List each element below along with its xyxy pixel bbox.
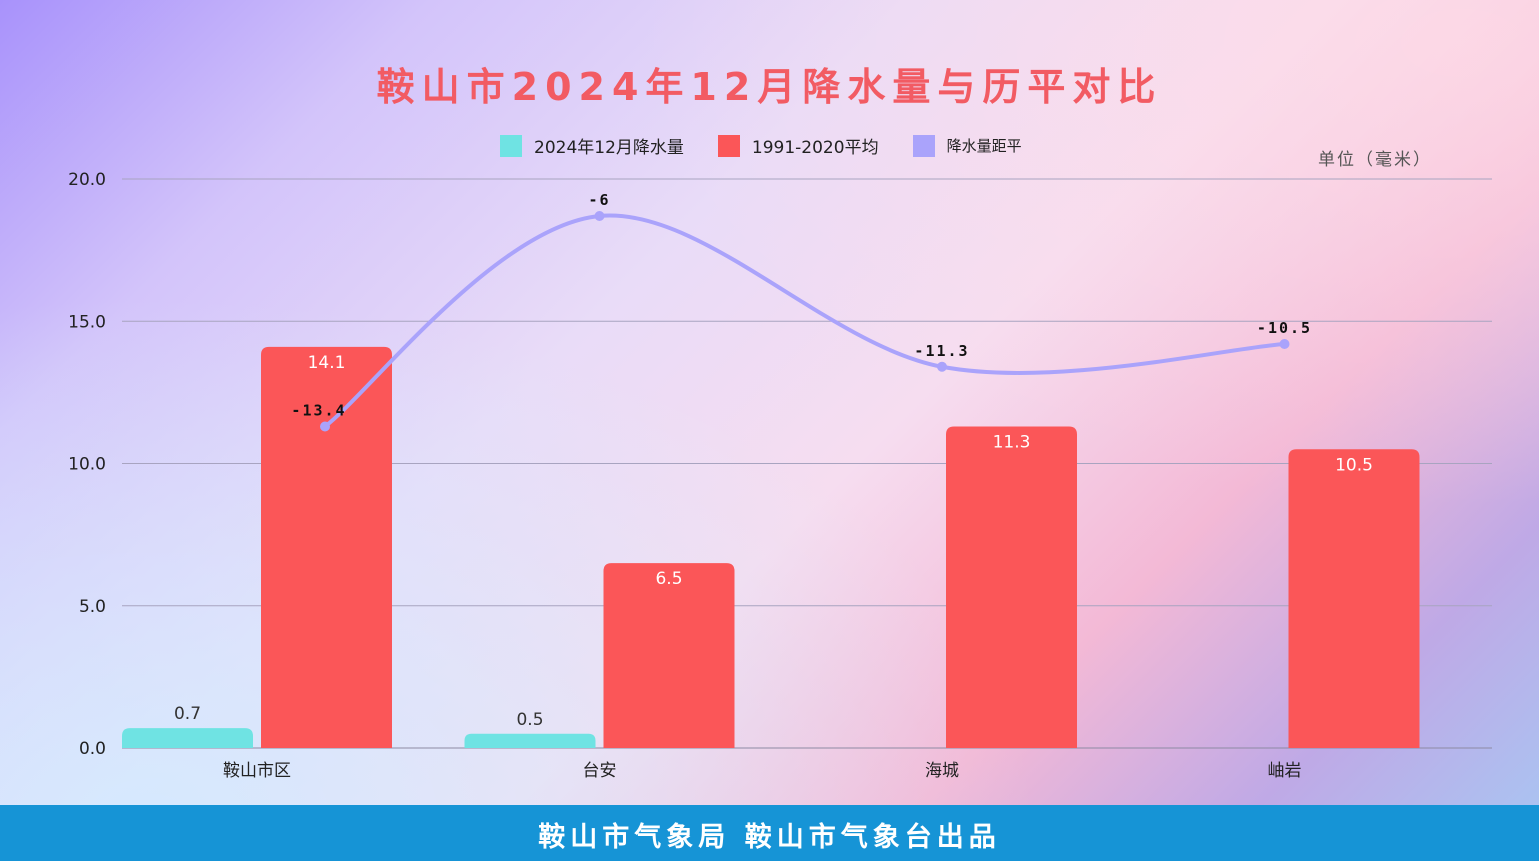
anomaly-line xyxy=(323,213,1287,429)
anomaly-point xyxy=(594,210,605,221)
y-tick-label: 20.0 xyxy=(68,170,106,190)
anomaly-point xyxy=(1279,339,1290,350)
anomaly-label: -13.4 xyxy=(291,402,346,420)
y-tick-label: 5.0 xyxy=(79,597,106,617)
legend-item-2024[interactable]: 2024年12月降水量 xyxy=(500,133,684,158)
precipitation-chart: 0.0 5.0 10.0 15.0 20.0 鞍山市区 0.7 14.1 台安 0.5 6.5 海城 1… xyxy=(68,170,1492,781)
y-tick-label: 15.0 xyxy=(68,312,106,332)
legend-item-average[interactable]: 1991-2020平均 xyxy=(717,133,879,158)
legend-swatch-2024 xyxy=(500,134,522,157)
x-tick-label: 海城 xyxy=(925,761,959,781)
data-label-average: 10.5 xyxy=(1335,455,1373,475)
data-label-average: 6.5 xyxy=(655,569,682,589)
footer-bar xyxy=(0,805,1539,861)
legend-label-anomaly: 降水量距平 xyxy=(946,137,1022,155)
anomaly-label: -6 xyxy=(588,191,610,209)
legend-swatch-average xyxy=(717,134,740,157)
legend-swatch-anomaly xyxy=(912,134,935,157)
anomaly-label: -11.3 xyxy=(914,342,969,360)
chart-title: 鞍山市2024年12月降水量与历平对比 xyxy=(376,65,1163,109)
data-label-2024: 0.5 xyxy=(516,710,543,730)
x-tick-label: 鞍山市区 xyxy=(223,761,291,781)
unit-label: 单位（毫米） xyxy=(1318,150,1432,170)
bar-average xyxy=(603,563,735,748)
bar-2024 xyxy=(122,728,253,748)
bar-average xyxy=(946,426,1077,748)
data-label-average: 11.3 xyxy=(993,433,1031,453)
anomaly-point xyxy=(937,361,947,372)
legend-label-2024: 2024年12月降水量 xyxy=(534,138,684,158)
anomaly-label: -10.5 xyxy=(1257,319,1312,337)
bar-average xyxy=(1288,449,1420,748)
footer-text: 鞍山市气象局 鞍山市气象台出品 xyxy=(538,822,1001,853)
y-tick-label: 10.0 xyxy=(68,455,106,475)
x-tick-label: 岫岩 xyxy=(1268,761,1302,781)
anomaly-point xyxy=(320,421,330,432)
legend: 2024年12月降水量 1991-2020平均 降水量距平 xyxy=(500,133,1022,158)
legend-label-average: 1991-2020平均 xyxy=(751,138,879,158)
bar-average xyxy=(261,346,392,748)
x-tick-label: 台安 xyxy=(583,761,617,781)
legend-item-anomaly[interactable]: 降水量距平 xyxy=(912,133,1022,158)
bar-2024 xyxy=(464,733,596,748)
data-label-2024: 0.7 xyxy=(174,704,201,724)
y-tick-label: 0.0 xyxy=(79,739,106,759)
data-label-average: 14.1 xyxy=(308,353,346,373)
